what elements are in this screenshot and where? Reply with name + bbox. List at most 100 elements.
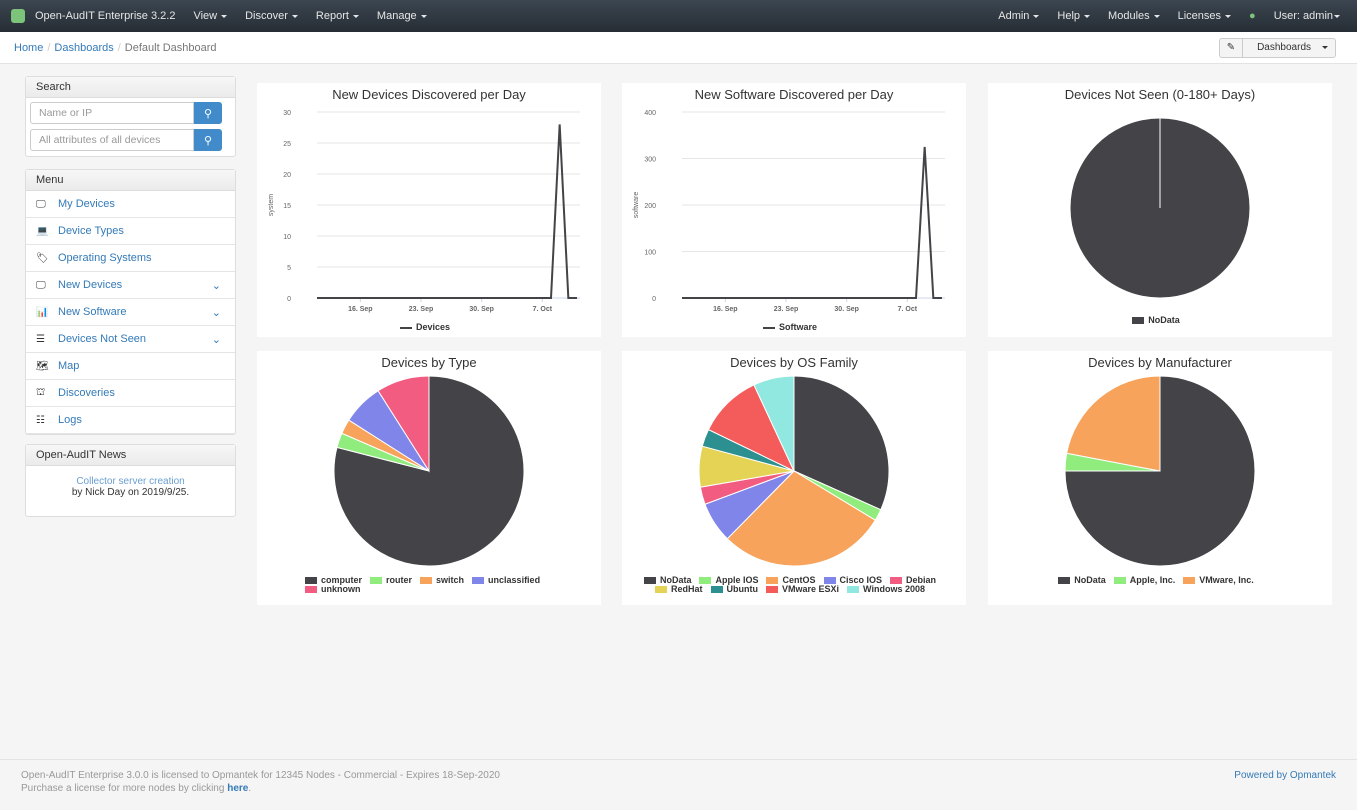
menu-item-label: Device Types <box>58 225 124 237</box>
top-navbar: Open-AudIT Enterprise 3.2.2 View Discove… <box>0 0 1357 32</box>
breadcrumb-dashboards[interactable]: Dashboards <box>54 41 114 54</box>
pie-slice-nodata[interactable] <box>793 375 890 511</box>
menu-item-label: Logs <box>58 414 82 426</box>
menu-item-logs[interactable]: ☷ Logs <box>26 407 235 434</box>
dashboards-dropdown[interactable]: Dashboards <box>1242 38 1335 57</box>
x-tick-label: 16. Sep <box>348 306 373 313</box>
y-tick-label: 20 <box>283 172 291 179</box>
nav-manage[interactable]: Manage <box>368 10 436 22</box>
nav-modules[interactable]: Modules <box>1099 10 1169 22</box>
purchase-link[interactable]: here <box>227 783 249 794</box>
legend-item[interactable]: unknown <box>305 585 361 594</box>
nav-licenses[interactable]: Licenses <box>1169 10 1240 22</box>
menu-item-label: Devices Not Seen <box>58 333 147 345</box>
legend-item[interactable]: VMware ESXi <box>766 585 839 594</box>
legend-item[interactable]: switch <box>420 576 464 585</box>
y-axis-label: system <box>268 194 275 216</box>
legend-item[interactable]: unclassified <box>472 576 540 585</box>
chart-legend: NoData Apple IOS CentOS Cisco IOS Debian RedH… <box>642 576 946 594</box>
footer: Open-AudIT Enterprise 3.0.0 is licensed … <box>0 759 1357 810</box>
nav-view[interactable]: View <box>184 10 236 22</box>
search-button[interactable]: ⚲ <box>194 102 222 124</box>
legend-item[interactable]: NoData <box>1058 576 1106 585</box>
news-link[interactable]: Collector server creation <box>76 476 185 487</box>
menu-item-new-devices[interactable]: 🖵 New Devices ⌄ <box>26 272 235 299</box>
user-icon[interactable]: ● <box>1249 10 1256 22</box>
edit-dashboard-button[interactable]: ✎ <box>1226 42 1236 53</box>
y-tick-label: 200 <box>644 203 656 210</box>
nav-admin[interactable]: Admin <box>989 10 1048 22</box>
legend-item[interactable]: RedHat <box>655 585 703 594</box>
x-tick-label: 16. Sep <box>713 306 738 313</box>
all-attributes-input[interactable]: All attributes of all devices <box>30 129 194 151</box>
legend-item[interactable]: CentOS <box>766 576 816 585</box>
menu-item-discoveries[interactable]: ⛫ Discoveries <box>26 380 235 407</box>
brand[interactable]: Open-AudIT Enterprise 3.2.2 <box>35 10 176 22</box>
news-title: Open-AudIT News <box>26 445 235 466</box>
menu-item-label: Discoveries <box>58 387 115 399</box>
nav-discover[interactable]: Discover <box>236 10 307 22</box>
pie-slice-centos[interactable] <box>726 470 876 567</box>
tags-icon: 🏷 <box>36 252 49 264</box>
pie-slice-unknown[interactable] <box>377 375 430 473</box>
name-ip-input[interactable]: Name or IP <box>30 102 194 124</box>
search-all-button[interactable]: ⚲ <box>194 129 222 151</box>
x-tick-label: 23. Sep <box>774 306 799 313</box>
menu-item-new-software[interactable]: 📊 New Software ⌄ <box>26 299 235 326</box>
chart-legend: Devices <box>277 323 581 332</box>
map-icon: 🗺 <box>36 360 49 372</box>
legend-item[interactable]: NoData <box>643 576 691 585</box>
breadcrumb-home[interactable]: Home <box>14 41 44 54</box>
y-tick-label: 300 <box>644 157 656 164</box>
legend-item[interactable]: Cisco IOS <box>823 576 882 585</box>
legend-item[interactable]: Windows 2008 <box>847 585 925 594</box>
pie-slice-vmware-esxi[interactable] <box>707 384 796 473</box>
menu-item-operating-systems[interactable]: 🏷 Operating Systems <box>26 245 235 272</box>
y-tick-label: 5 <box>287 265 291 272</box>
y-tick-label: 10 <box>283 234 291 241</box>
legend-item[interactable]: computer <box>305 576 362 585</box>
breadcrumb: Home / Dashboards / Default Dashboard ✎ Da… <box>0 32 1357 64</box>
nav-report[interactable]: Report <box>307 10 368 22</box>
pie-slice-computer[interactable] <box>333 375 525 567</box>
legend-item[interactable]: Apple, Inc. <box>1113 576 1175 585</box>
menu-item-devices-not-seen[interactable]: ☰ Devices Not Seen ⌄ <box>26 326 235 353</box>
nav-user[interactable]: User: admin <box>1265 10 1349 22</box>
y-tick-label: 30 <box>283 110 291 117</box>
chart-title: Devices by Type <box>381 355 477 370</box>
chart-devices-by-type: Devices by Type computer router switch uncla… <box>257 351 601 605</box>
series-line <box>317 124 577 299</box>
powered-by-link[interactable]: Powered by Opmantek <box>1234 770 1336 781</box>
legend-item[interactable]: Software <box>762 323 817 332</box>
legend-item[interactable]: Ubuntu <box>710 585 758 594</box>
pie-slice-nodata[interactable] <box>1064 375 1256 567</box>
chart-title: Devices by Manufacturer <box>1088 355 1232 370</box>
legend-item[interactable]: router <box>370 576 412 585</box>
legend-item[interactable]: Devices <box>399 323 450 332</box>
menu-item-map[interactable]: 🗺 Map <box>26 353 235 380</box>
chart-legend: computer router switch unclassified unknown <box>297 576 561 594</box>
chevron-down-icon[interactable]: ⌄ <box>211 333 221 346</box>
pie-slice-windows-2008[interactable] <box>753 375 795 472</box>
chevron-down-icon[interactable]: ⌄ <box>211 279 221 292</box>
search-title: Search <box>26 77 235 98</box>
nav-help[interactable]: Help <box>1048 10 1099 22</box>
chevron-down-icon[interactable]: ⌄ <box>211 306 221 319</box>
menu-item-my-devices[interactable]: 🖵 My Devices <box>26 191 235 218</box>
chart-devices-not-seen-0-180-days-: Devices Not Seen (0-180+ Days) NoData <box>988 83 1332 337</box>
y-tick-label: 100 <box>644 250 656 257</box>
legend-item[interactable]: VMware, Inc. <box>1183 576 1254 585</box>
purchase-text: Purchase a license for more nodes by cli… <box>21 783 228 794</box>
menu-item-label: My Devices <box>58 198 115 210</box>
pie-slice-vmware-inc-[interactable] <box>1066 375 1161 472</box>
menu-item-device-types[interactable]: 💻 Device Types <box>26 218 235 245</box>
legend-item[interactable]: Apple IOS <box>699 576 758 585</box>
chart-title: New Software Discovered per Day <box>694 87 894 102</box>
legend-item[interactable]: Debian <box>890 576 936 585</box>
legend-item[interactable]: NoData <box>1132 316 1180 325</box>
x-tick-label: 7. Oct <box>898 306 918 313</box>
x-tick-label: 30. Sep <box>834 306 859 313</box>
menu-panel: Menu 🖵 My Devices 💻 Device Types 🏷 Operating … <box>25 169 236 435</box>
x-tick-label: 23. Sep <box>409 306 434 313</box>
binoculars-icon: ⛫ <box>36 386 46 398</box>
